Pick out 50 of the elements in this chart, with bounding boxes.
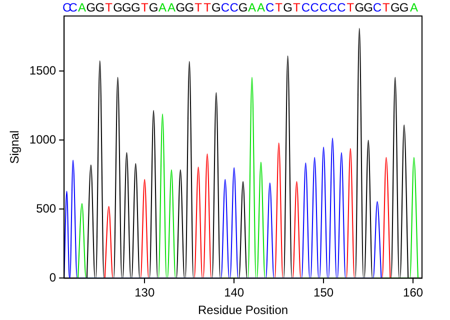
text: T bbox=[105, 0, 114, 14]
y-axis-title: Signal bbox=[8, 130, 22, 164]
text: A bbox=[158, 0, 167, 14]
text: A bbox=[256, 0, 265, 14]
text: T bbox=[204, 0, 212, 14]
text: G bbox=[86, 0, 96, 14]
x-tick-label: 160 bbox=[403, 286, 424, 300]
text: G bbox=[238, 0, 248, 14]
text: A bbox=[78, 0, 86, 14]
x-axis-title: Residue Position bbox=[198, 303, 288, 318]
y-tick-label: 500 bbox=[36, 202, 56, 216]
text: C bbox=[230, 0, 239, 14]
text: G bbox=[122, 0, 132, 14]
text: C bbox=[301, 0, 310, 14]
text: C bbox=[310, 0, 320, 14]
text: G bbox=[131, 0, 140, 14]
text: C bbox=[62, 0, 72, 14]
text: G bbox=[184, 0, 194, 14]
text: G bbox=[283, 0, 292, 14]
text: G bbox=[176, 0, 186, 14]
text: G bbox=[364, 0, 373, 14]
text: T bbox=[275, 0, 284, 14]
text: C bbox=[319, 0, 328, 14]
text: C bbox=[266, 0, 275, 14]
text: C bbox=[220, 0, 230, 14]
text: G bbox=[354, 0, 364, 14]
text: C bbox=[328, 0, 338, 14]
text: A bbox=[410, 0, 418, 14]
text: C bbox=[337, 0, 346, 14]
text: A bbox=[248, 0, 256, 14]
x-tick-label: 140 bbox=[224, 286, 244, 300]
text: G bbox=[113, 0, 122, 14]
x-tick-label: 150 bbox=[314, 286, 334, 300]
y-tick-label: 1000 bbox=[29, 132, 56, 147]
text: T bbox=[382, 0, 391, 14]
text: C bbox=[68, 0, 78, 14]
text: G bbox=[212, 0, 221, 14]
y-tick-label: 0 bbox=[49, 270, 56, 285]
text: T bbox=[140, 0, 149, 14]
text: G bbox=[95, 0, 105, 14]
y-tick-label: 1500 bbox=[29, 64, 56, 78]
text: G bbox=[148, 0, 158, 14]
text: T bbox=[346, 0, 355, 14]
text: G bbox=[390, 0, 400, 14]
x-tick-label: 130 bbox=[134, 286, 155, 300]
text: C bbox=[372, 0, 382, 14]
text: T bbox=[194, 0, 203, 14]
text: G bbox=[399, 0, 409, 14]
text: A bbox=[167, 0, 176, 14]
text: T bbox=[293, 0, 302, 14]
